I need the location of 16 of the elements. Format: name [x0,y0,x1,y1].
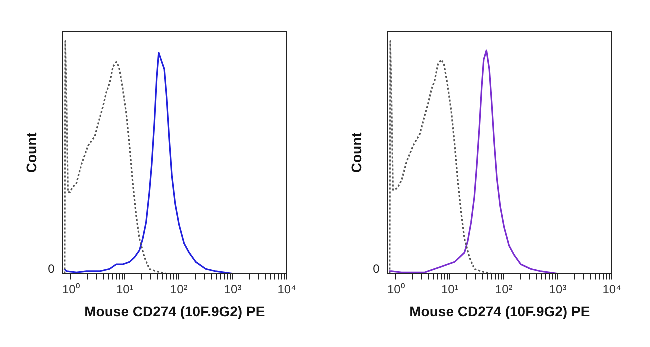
x-tick-label: 10¹ [116,282,134,296]
x-tick-label: 10² [495,282,513,296]
y-axis-title: Count [23,132,40,174]
y-axis-title: Count [348,132,364,174]
x-tick-label: 10⁰ [62,282,80,296]
text: 0 [48,262,56,276]
x-tick-label: 10⁴ [278,282,296,296]
x-tick-label: 10⁴ [602,282,622,296]
x-tick-label: 10³ [224,282,242,296]
x-axis-title: Mouse CD274 (10F.9G2) PE [84,303,266,320]
x-tick-label: 10¹ [441,282,459,296]
x-axis-title: Mouse CD274 (10F.9G2) PE [410,303,590,320]
text: 0 [373,262,380,276]
x-tick-label: 10⁰ [387,282,405,296]
x-tick-label: 10³ [549,282,567,296]
x-tick-label: 10² [170,282,188,296]
